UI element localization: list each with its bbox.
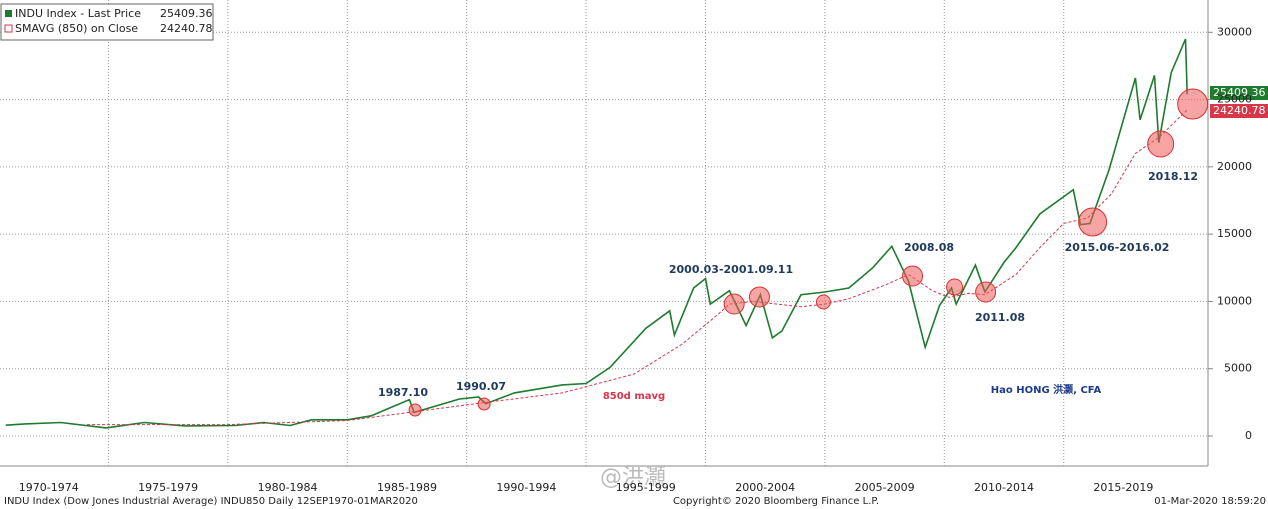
highlight-circle (723, 293, 745, 315)
legend-swatch (4, 24, 13, 33)
annotation: 1990.07 (456, 380, 506, 393)
annotation: 2011.08 (975, 311, 1025, 324)
highlight-circle (902, 265, 924, 287)
y-tick-label: 10000 (1217, 294, 1252, 307)
mavg-tag (1210, 104, 1268, 118)
mavg-label: 24240.78 (1213, 104, 1266, 117)
marks (5, 38, 1209, 429)
x-tick-label: 1985-1989 (377, 481, 437, 494)
last-price-tag (1210, 86, 1268, 100)
annotation: 2015.06-2016.02 (1065, 241, 1170, 254)
y-tick-label: 0 (1245, 429, 1252, 442)
series-line (87, 109, 1188, 426)
highlight-circle (946, 278, 964, 296)
footer-left: INDU Index (Dow Jones Industrial Average… (4, 496, 418, 507)
annotation: 850d mavg (603, 391, 665, 402)
annotation: 2008.08 (904, 241, 954, 254)
x-tick-label: 1980-1984 (258, 481, 318, 494)
legend-value: 24240.78 (160, 22, 213, 35)
x-tick-label: 2005-2009 (855, 481, 915, 494)
y-tick-label: 30000 (1217, 25, 1252, 38)
highlight-circle (815, 294, 831, 310)
highlight-circle (477, 397, 491, 411)
x-tick-label: 2000-2004 (735, 481, 795, 494)
y-tick-label: 5000 (1224, 362, 1252, 375)
footer-center: Copyright© 2020 Bloomberg Finance L.P. (673, 496, 879, 507)
annotation: 1987.10 (378, 386, 428, 399)
plot-area (0, 0, 1208, 466)
y-tick-label: 20000 (1217, 160, 1252, 173)
legend-box (0, 3, 214, 41)
annotation: Hao HONG 洪灝, CFA (991, 383, 1102, 396)
x-tick-label: 1990-1994 (496, 481, 556, 494)
series-line (5, 38, 1188, 429)
y-tick-label: 15000 (1217, 227, 1252, 240)
y-tick-label: 25000 (1217, 93, 1252, 106)
highlight-circle (1078, 207, 1108, 237)
annotation: 2000.03-2001.09.11 (669, 263, 793, 276)
legend-swatch (5, 10, 12, 17)
annotation: 2018.12 (1148, 170, 1198, 183)
last-price-label: 25409.36 (1213, 86, 1266, 99)
legend-label: INDU Index - Last Price (15, 7, 141, 20)
watermark: @洪灝 (600, 465, 666, 490)
footer-right: 01-Mar-2020 18:59:20 (1154, 496, 1266, 507)
highlight-circle (408, 403, 422, 417)
x-tick-label: 1995-1999 (616, 481, 676, 494)
highlight-circle (975, 281, 997, 303)
highlight-circle (1147, 130, 1175, 158)
legend-label: SMAVG (850) on Close (15, 22, 138, 35)
highlight-circle (748, 286, 770, 308)
legend: INDU Index - Last Price 25409.36 SMAVG (… (0, 3, 214, 41)
legend-value: 25409.36 (160, 7, 213, 20)
highlight-circle (1177, 88, 1209, 120)
x-tick-label: 1970-1974 (19, 481, 79, 494)
x-tick-label: 2015-2019 (1093, 481, 1153, 494)
x-tick-label: 1975-1979 (138, 481, 198, 494)
x-tick-label: 2010-2014 (974, 481, 1034, 494)
